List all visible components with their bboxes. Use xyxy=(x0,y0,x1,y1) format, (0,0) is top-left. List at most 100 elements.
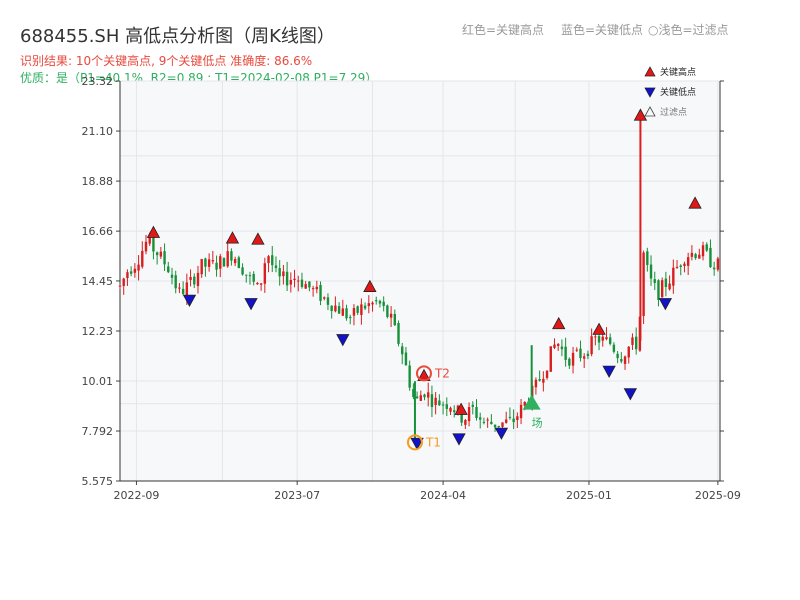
candle-body xyxy=(653,279,656,283)
legend-low-icon xyxy=(644,87,656,98)
candle-body xyxy=(445,404,448,409)
candle-body xyxy=(549,346,552,372)
candle-body xyxy=(594,336,597,338)
candle-body xyxy=(471,404,474,407)
candle-body xyxy=(141,250,144,267)
candle-body xyxy=(441,404,445,406)
candle-body xyxy=(568,358,571,366)
candle-body xyxy=(564,346,567,360)
candle-body xyxy=(627,346,630,358)
candle-body xyxy=(505,419,508,423)
candle-body xyxy=(512,418,515,423)
t2-label: T2 xyxy=(434,366,450,380)
candle-body xyxy=(683,263,686,267)
candle-body xyxy=(148,237,151,244)
candle-body xyxy=(408,365,411,388)
candle-body xyxy=(672,267,675,286)
key-high-marker xyxy=(146,225,161,238)
candle-body xyxy=(690,252,694,257)
candle-body xyxy=(378,300,382,304)
candle-body xyxy=(159,251,163,257)
candle-body xyxy=(319,284,322,301)
candle-body xyxy=(694,254,697,259)
candle-body xyxy=(196,272,200,287)
candle-body xyxy=(601,336,604,341)
candle-body xyxy=(300,279,304,287)
y-tick-label: 5.575 xyxy=(82,475,114,488)
candle-body xyxy=(297,280,300,282)
candle-body xyxy=(419,395,422,401)
candle-body xyxy=(371,302,374,305)
candle-body xyxy=(367,303,371,307)
candle-body xyxy=(427,392,430,398)
legend-high-label: 关键高点 xyxy=(660,66,696,78)
candle-body xyxy=(174,275,177,289)
key-low-marker xyxy=(410,437,424,451)
key-high-marker xyxy=(633,108,648,121)
candle-body xyxy=(668,283,671,290)
legend-high-icon xyxy=(644,66,656,77)
candle-body xyxy=(597,336,601,343)
candle-body xyxy=(612,344,616,352)
candle-body xyxy=(337,306,341,314)
key-low-marker xyxy=(623,388,638,401)
candle-body xyxy=(308,281,311,288)
candle-body xyxy=(642,252,645,317)
y-tick-label: 10.01 xyxy=(82,375,114,388)
candle-body xyxy=(282,271,285,277)
key-high-marker xyxy=(251,232,265,245)
candle-body xyxy=(144,241,148,252)
candle-body xyxy=(356,306,359,313)
candle-body xyxy=(620,359,623,362)
candle-body xyxy=(122,278,125,286)
candle-body xyxy=(701,245,705,257)
x-tick-label: 2025-09 xyxy=(695,489,741,502)
candle-body xyxy=(126,272,129,279)
candle-body xyxy=(415,396,419,399)
top-legend-red: 红色=关键高点 xyxy=(462,23,545,37)
y-tick-label: 21.10 xyxy=(82,125,114,138)
candle-body xyxy=(352,307,356,316)
candle-body xyxy=(579,348,582,359)
x-tick-label: 2025-01 xyxy=(566,489,612,502)
key-low-marker xyxy=(658,298,673,311)
candle-body xyxy=(542,378,545,383)
candle-body xyxy=(460,407,463,423)
candle-body xyxy=(479,417,482,420)
candle-body xyxy=(423,394,426,398)
candle-body xyxy=(508,416,512,418)
entry-marker xyxy=(522,394,541,410)
x-tick-label: 2022-09 xyxy=(113,489,159,502)
candle-body xyxy=(311,288,315,290)
y-tick-label: 23.32 xyxy=(82,75,114,88)
candle-body xyxy=(497,426,500,428)
candle-body xyxy=(501,422,504,427)
candle-body xyxy=(553,344,556,348)
candle-body xyxy=(453,410,456,413)
candle-body xyxy=(363,305,367,309)
t1-ring xyxy=(406,434,423,451)
candle-body xyxy=(256,282,259,285)
key-high-marker xyxy=(552,316,566,330)
candle-body xyxy=(163,251,166,265)
candle-body xyxy=(204,258,207,267)
candle-body xyxy=(467,407,471,422)
candle-body xyxy=(389,313,393,318)
candle-body xyxy=(278,268,281,277)
candle-body xyxy=(698,254,701,259)
candle-body xyxy=(608,337,612,344)
candle-body xyxy=(326,297,330,305)
candle-body xyxy=(259,283,263,285)
candle-body xyxy=(519,404,523,419)
candle-body xyxy=(675,266,679,268)
candle-body xyxy=(560,346,564,350)
entry-label: 场 xyxy=(532,416,543,430)
candle-body xyxy=(386,305,389,317)
x-tick-label: 2023-07 xyxy=(274,489,320,502)
candle-body xyxy=(575,349,578,351)
candle-body xyxy=(616,353,619,359)
candle-body xyxy=(219,256,222,269)
candle-body xyxy=(705,244,708,251)
candle-body xyxy=(293,278,296,280)
